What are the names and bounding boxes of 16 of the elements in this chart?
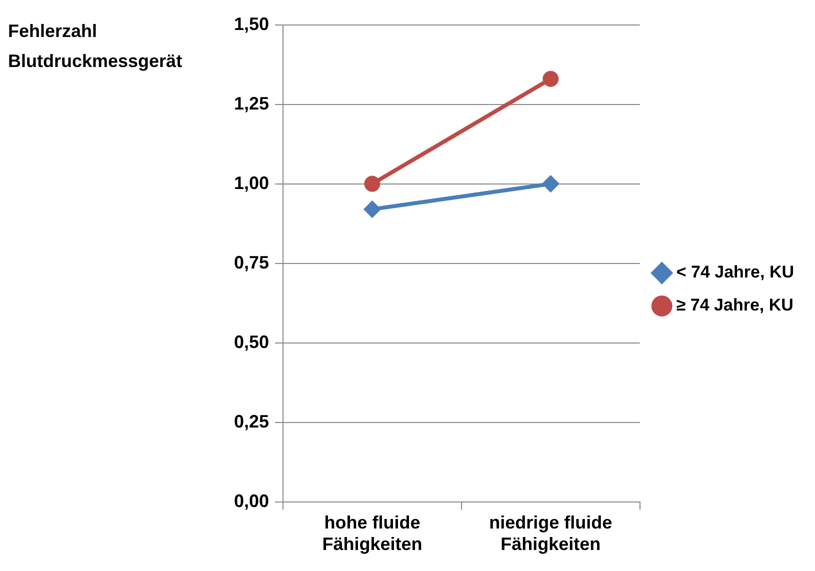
x-tick-label: niedrige fluide Fähigkeiten <box>489 512 612 554</box>
y-tick-label: 0,50 <box>234 332 270 352</box>
y-axis-title: Fehlerzahl Blutdruckmessgerät <box>8 20 184 73</box>
y-tick-label: 1,00 <box>234 172 270 193</box>
y-tick-label: 0,00 <box>234 490 270 511</box>
legend-label: < 74 Jahre, KU <box>676 262 794 282</box>
y-tick-label: 1,25 <box>234 93 270 114</box>
point <box>542 176 559 192</box>
point <box>364 201 380 218</box>
y-tick-label: 0,75 <box>234 252 270 272</box>
y-tick-label: 1,50 <box>234 14 270 34</box>
legend-label: ≥ 74 Jahre, KU <box>676 296 794 315</box>
point <box>364 176 380 192</box>
y-tick-label: 0,25 <box>234 411 270 432</box>
point <box>542 70 559 87</box>
x-tick-label: hohe fluide Fähigkeiten <box>322 512 422 554</box>
